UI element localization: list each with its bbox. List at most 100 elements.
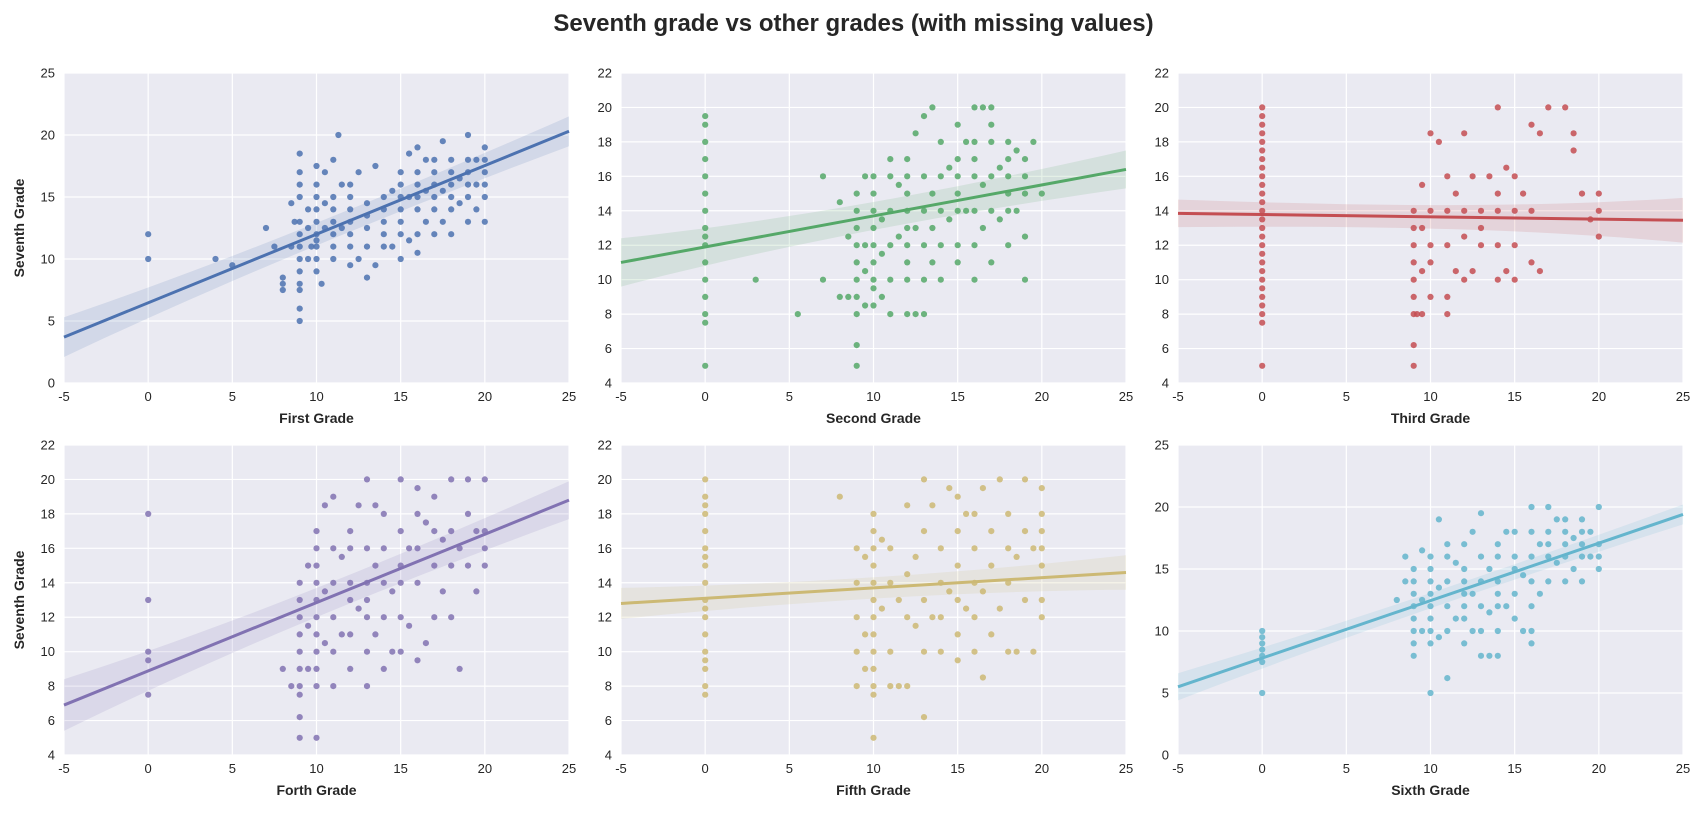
- data-point: [1595, 553, 1602, 560]
- data-point: [878, 605, 886, 612]
- x-tick-label: -5: [615, 389, 627, 404]
- y-tick-label: 16: [598, 541, 612, 556]
- data-point: [1536, 541, 1543, 548]
- data-point: [904, 614, 911, 621]
- x-tick-label: 20: [1592, 761, 1606, 776]
- data-point: [1038, 528, 1045, 535]
- data-point: [971, 173, 978, 180]
- data-point: [870, 285, 877, 292]
- data-point: [321, 502, 328, 509]
- data-point: [389, 588, 396, 595]
- x-tick-label: 15: [1507, 761, 1521, 776]
- data-point: [988, 631, 995, 638]
- data-point: [439, 218, 446, 225]
- data-point: [1427, 640, 1434, 647]
- data-point: [321, 200, 328, 207]
- data-point: [1477, 603, 1485, 610]
- data-point: [473, 206, 480, 213]
- data-point: [473, 156, 480, 163]
- data-point: [1427, 207, 1434, 214]
- data-point: [954, 528, 961, 535]
- data-point: [1461, 640, 1468, 647]
- data-point: [279, 286, 286, 294]
- data-point: [296, 665, 303, 673]
- data-point: [296, 691, 303, 698]
- y-tick-label: 25: [41, 66, 55, 81]
- y-tick-label: 18: [41, 506, 55, 521]
- data-point: [1494, 276, 1501, 283]
- data-point: [313, 683, 320, 690]
- data-point: [1038, 562, 1045, 569]
- data-point: [853, 362, 860, 369]
- data-point: [330, 193, 337, 201]
- data-point: [1452, 615, 1459, 622]
- data-point: [988, 207, 995, 214]
- data-point: [321, 169, 328, 176]
- data-point: [1419, 547, 1426, 554]
- data-point: [1503, 603, 1510, 610]
- data-point: [1528, 528, 1535, 535]
- data-point: [954, 242, 961, 249]
- data-point: [422, 156, 429, 163]
- data-point: [406, 237, 413, 244]
- data-point: [702, 319, 709, 326]
- data-point: [1477, 207, 1485, 214]
- data-point: [1038, 190, 1045, 197]
- data-point: [1038, 596, 1045, 604]
- data-point: [1570, 565, 1577, 573]
- confidence-band: [64, 481, 569, 731]
- y-tick-label: 18: [598, 134, 612, 149]
- data-point: [794, 311, 801, 318]
- data-point: [1427, 565, 1434, 573]
- data-point: [397, 528, 404, 535]
- data-point: [937, 648, 944, 655]
- regression-line: [63, 129, 570, 339]
- x-tick-label: 5: [1343, 761, 1350, 776]
- x-tick-label: 5: [786, 761, 793, 776]
- data-point: [937, 207, 944, 214]
- data-point: [271, 243, 278, 250]
- data-point: [853, 545, 860, 552]
- data-point: [355, 255, 362, 263]
- data-point: [1038, 485, 1045, 492]
- data-point: [702, 614, 709, 621]
- data-point: [1410, 224, 1417, 232]
- data-point: [473, 181, 480, 188]
- data-point: [1259, 173, 1266, 180]
- data-point: [1021, 173, 1029, 180]
- data-point: [431, 231, 438, 238]
- data-point: [937, 173, 944, 180]
- data-point: [954, 121, 961, 128]
- data-point: [308, 243, 315, 250]
- y-tick-label: 4: [48, 748, 55, 763]
- x-axis-label: Third Grade: [1391, 410, 1471, 426]
- y-tick-label: 10: [1155, 272, 1169, 287]
- data-point: [1528, 603, 1535, 610]
- data-point: [448, 169, 455, 176]
- data-point: [296, 614, 303, 621]
- data-point: [954, 631, 961, 638]
- data-point: [448, 181, 455, 188]
- x-tick-label: 20: [478, 389, 492, 404]
- data-point: [1562, 528, 1569, 535]
- data-point: [1005, 242, 1012, 249]
- data-point: [1477, 224, 1485, 232]
- data-point: [853, 190, 860, 197]
- data-point: [1494, 553, 1501, 560]
- data-point: [702, 311, 709, 318]
- data-point: [954, 493, 961, 500]
- data-point: [372, 502, 379, 509]
- regression-line: [1177, 211, 1684, 222]
- data-point: [702, 493, 709, 500]
- y-tick-label: 14: [598, 575, 612, 590]
- data-point: [920, 173, 928, 180]
- x-tick-label: 20: [478, 761, 492, 776]
- data-point: [481, 218, 488, 225]
- data-point: [372, 562, 379, 569]
- y-tick-label: 22: [41, 438, 55, 453]
- data-point: [870, 734, 877, 741]
- confidence-band: [621, 150, 1126, 287]
- data-point: [971, 207, 978, 214]
- data-point: [1461, 276, 1468, 283]
- data-point: [988, 562, 995, 569]
